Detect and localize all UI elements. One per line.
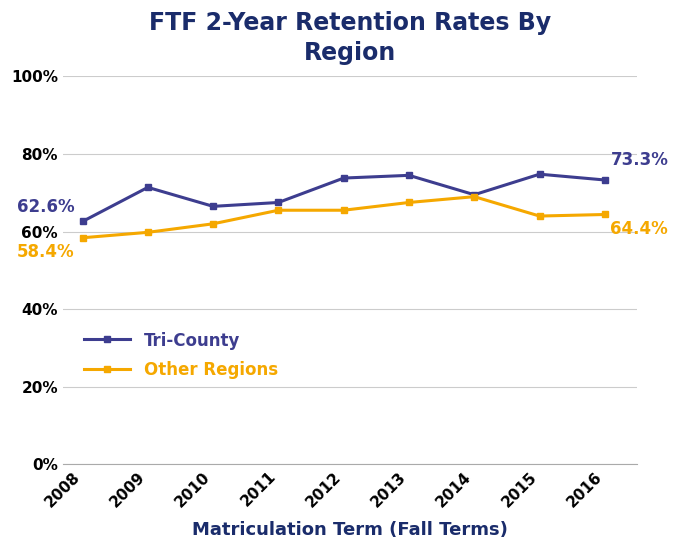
Text: 58.4%: 58.4%	[16, 243, 74, 261]
Tri-County	[209, 203, 218, 210]
Other Regions	[535, 213, 544, 219]
Legend: Tri-County, Other Regions: Tri-County, Other Regions	[77, 325, 284, 386]
Other Regions	[470, 194, 478, 200]
Tri-County	[601, 177, 609, 183]
Tri-County	[78, 218, 87, 225]
X-axis label: Matriculation Term (Fall Terms): Matriculation Term (Fall Terms)	[192, 521, 508, 539]
Other Regions	[78, 234, 87, 241]
Line: Other Regions: Other Regions	[79, 193, 608, 241]
Tri-County	[535, 171, 544, 178]
Tri-County	[405, 172, 413, 179]
Text: 64.4%: 64.4%	[610, 220, 668, 238]
Text: 73.3%: 73.3%	[610, 151, 668, 169]
Other Regions	[601, 211, 609, 218]
Other Regions	[274, 207, 282, 213]
Other Regions	[144, 229, 152, 235]
Text: 62.6%: 62.6%	[16, 198, 74, 216]
Tri-County	[274, 199, 282, 206]
Tri-County	[144, 184, 152, 191]
Other Regions	[340, 207, 348, 213]
Tri-County	[340, 175, 348, 182]
Line: Tri-County: Tri-County	[79, 170, 608, 225]
Other Regions	[405, 199, 413, 206]
Title: FTF 2-Year Retention Rates By
Region: FTF 2-Year Retention Rates By Region	[149, 11, 551, 65]
Other Regions	[209, 221, 218, 227]
Tri-County	[470, 191, 478, 198]
